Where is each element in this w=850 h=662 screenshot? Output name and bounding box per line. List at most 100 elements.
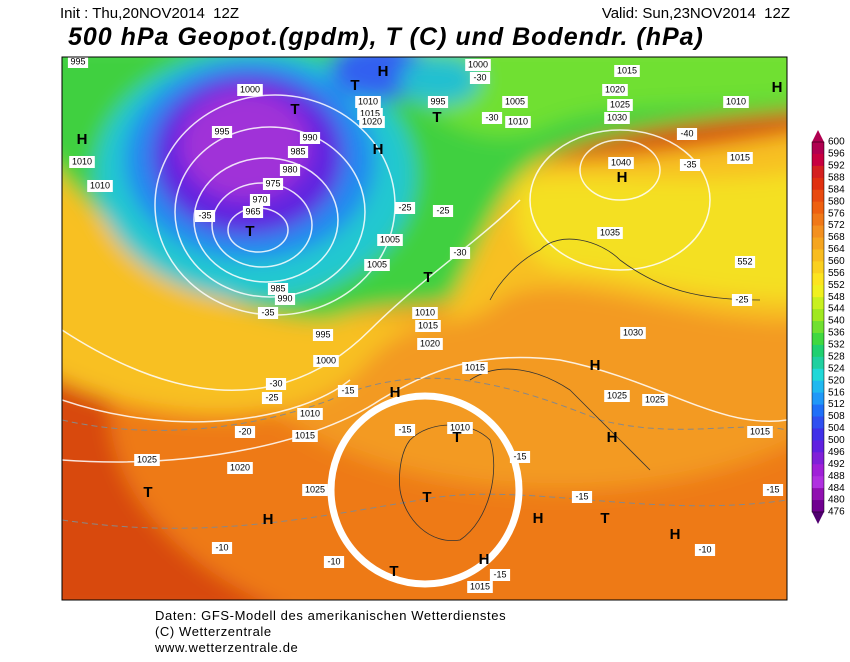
contour-label: -30 <box>485 112 498 122</box>
label-box <box>292 430 318 442</box>
label-box <box>242 206 264 218</box>
contour-label: 1010 <box>90 180 110 190</box>
label-box <box>364 259 390 271</box>
colorbar-label: 492 <box>828 459 845 470</box>
label-box <box>427 96 449 108</box>
colorbar-swatch <box>812 500 824 513</box>
contour-label: -30 <box>453 247 466 257</box>
label-box <box>571 491 593 503</box>
label-box <box>194 210 216 222</box>
contour-label: 1000 <box>316 355 336 365</box>
contour-label: 970 <box>252 194 267 204</box>
label-box <box>87 180 113 192</box>
isotherms <box>62 377 787 529</box>
label-box <box>312 329 334 341</box>
contour-label: -10 <box>698 544 711 554</box>
footer-source: Daten: GFS-Modell des amerikanischen Wet… <box>155 608 506 623</box>
pressure-center: T <box>245 223 254 240</box>
colorbar-swatch <box>812 177 824 191</box>
contour-label: 1025 <box>645 394 665 404</box>
colorbar-label: 596 <box>828 149 845 160</box>
colorbar-label: 576 <box>828 208 845 219</box>
pressure-center: T <box>350 77 359 94</box>
contour-label: 995 <box>70 56 85 66</box>
contour-label: -30 <box>473 72 486 82</box>
pressure-center: H <box>390 384 401 401</box>
label-box <box>234 426 256 438</box>
contour-label: 990 <box>277 293 292 303</box>
colorbar-label: 520 <box>828 375 845 386</box>
pressure-center: T <box>600 510 609 527</box>
pressure-center: H <box>772 79 783 96</box>
label-box <box>134 454 160 466</box>
contour-label: 1025 <box>610 99 630 109</box>
pressure-center: T <box>423 269 432 286</box>
colorbar-label: 500 <box>828 435 845 446</box>
contour-label: 1025 <box>607 390 627 400</box>
label-box <box>394 202 416 214</box>
colorbar-label: 528 <box>828 351 845 362</box>
label-box <box>297 408 323 420</box>
pressure-center: T <box>389 563 398 580</box>
label-box <box>355 96 381 108</box>
contour-label: 1005 <box>367 259 387 269</box>
label-box <box>359 116 385 128</box>
valid-time: Valid: Sun,23NOV2014 12Z <box>602 5 790 22</box>
contour-label: 1020 <box>420 338 440 348</box>
contour-label: 1015 <box>465 362 485 372</box>
contour-label: -15 <box>513 451 526 461</box>
colorbar-swatch <box>812 142 824 155</box>
contour-label: 1015 <box>295 430 315 440</box>
label-box <box>505 116 531 128</box>
contour-label: 1015 <box>730 152 750 162</box>
contour-label: 1025 <box>137 454 157 464</box>
colorbar-swatch <box>812 201 824 215</box>
contour-label: 985 <box>270 283 285 293</box>
contour-label: -15 <box>766 484 779 494</box>
label-box <box>323 556 345 568</box>
contour-label: 1030 <box>623 327 643 337</box>
colorbar-swatch <box>812 452 824 465</box>
colorbar-swatch <box>812 380 824 394</box>
colorbar: 6005965925885845805765725685645605565525… <box>811 130 845 524</box>
colorbar-label: 536 <box>828 328 845 339</box>
label-box <box>694 544 716 556</box>
contour-label: 1035 <box>600 227 620 237</box>
colorbar-label: 568 <box>828 232 845 243</box>
label-box <box>620 327 646 339</box>
label-box <box>302 484 328 496</box>
contour-label: 995 <box>430 96 445 106</box>
contour-label: 1015 <box>418 320 438 330</box>
contour-label: 1000 <box>468 59 488 69</box>
label-box <box>279 164 301 176</box>
pressure-center: T <box>452 429 461 446</box>
contour-label: -15 <box>575 491 588 501</box>
label-box <box>67 57 89 68</box>
colorbar-swatch <box>812 225 824 238</box>
contour-label: 1015 <box>360 108 380 118</box>
colorbar-label: 592 <box>828 161 845 172</box>
colorbar-label: 504 <box>828 423 845 434</box>
colorbar-label: 480 <box>828 495 845 506</box>
colorbar-label: 476 <box>828 507 845 518</box>
colorbar-swatch <box>812 153 824 167</box>
contour-label: 965 <box>245 206 260 216</box>
colorbar-label: 600 <box>828 137 845 148</box>
label-box <box>377 234 403 246</box>
colorbar-swatch <box>812 464 824 477</box>
colorbar-label: 488 <box>828 471 845 482</box>
label-box <box>679 159 701 171</box>
contour-label: -25 <box>265 392 278 402</box>
contour-label: 1010 <box>726 96 746 106</box>
contour-label: 980 <box>282 164 297 174</box>
colorbar-label: 508 <box>828 411 845 422</box>
label-box <box>394 424 416 436</box>
colorbar-label: 560 <box>828 256 845 267</box>
colorbar-label: 532 <box>828 340 845 351</box>
label-box <box>608 157 634 169</box>
contour-label: 1015 <box>617 65 637 75</box>
colorbar-frame <box>811 141 825 513</box>
init-time: Init : Thu,20NOV2014 12Z <box>60 5 239 22</box>
